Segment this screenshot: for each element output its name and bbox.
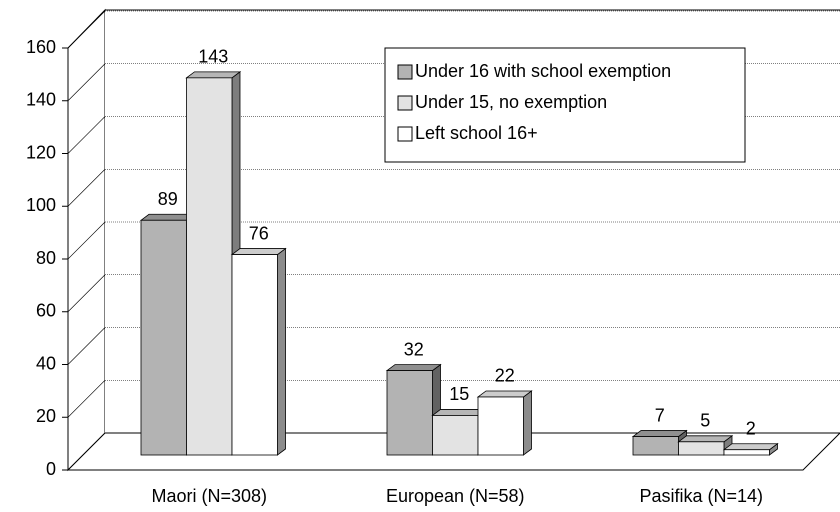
grid-line — [67, 169, 106, 207]
bar — [230, 247, 287, 456]
y-tick-label: 0 — [46, 459, 56, 479]
y-tick-label: 20 — [36, 406, 56, 426]
bar — [476, 390, 533, 456]
bar-top — [722, 443, 779, 451]
legend-swatch — [397, 64, 413, 80]
legend-swatch — [397, 126, 413, 142]
legend: Under 16 with school exemption Under 15, … — [384, 47, 746, 163]
y-tick-label: 120 — [26, 142, 56, 162]
data-label: 2 — [746, 418, 756, 438]
legend-box — [384, 47, 746, 163]
y-tick-label: 40 — [36, 353, 56, 373]
bar-front — [140, 219, 187, 456]
grid-line — [67, 327, 106, 365]
data-label: 22 — [495, 366, 515, 386]
y-tick-label: 160 — [26, 37, 56, 57]
y-tick-label: 140 — [26, 90, 56, 110]
bar-top — [677, 435, 734, 443]
grid-line — [67, 63, 106, 101]
legend-label: Under 15, no exemption — [415, 92, 607, 112]
bar-front — [231, 254, 278, 456]
data-label: 7 — [655, 405, 665, 425]
grid-line — [67, 10, 106, 49]
x-tick-label: European (N=58) — [386, 486, 525, 506]
x-tick-label: Pasifika (N=14) — [639, 486, 763, 506]
grid-line — [67, 380, 106, 418]
bar-top — [185, 71, 242, 79]
bar-front — [186, 77, 233, 456]
data-label: 89 — [158, 189, 178, 209]
bar — [722, 442, 779, 456]
data-label: 76 — [249, 223, 269, 243]
bar-top — [385, 364, 442, 372]
grid-line — [67, 274, 106, 312]
bar-front — [386, 370, 433, 456]
bar-front — [477, 396, 524, 456]
bar-front — [723, 449, 770, 456]
grid-line — [67, 116, 106, 154]
bar-top — [230, 248, 287, 255]
bar-top — [631, 430, 688, 437]
data-label: 143 — [198, 47, 228, 67]
grid-line — [67, 221, 106, 260]
x-tick-label: Maori (N=308) — [151, 486, 267, 506]
y-tick-label: 60 — [36, 301, 56, 321]
legend-label: Left school 16+ — [415, 123, 538, 143]
bar — [385, 363, 442, 456]
y-tick-label: 80 — [36, 248, 56, 268]
left-wall — [67, 8, 106, 472]
data-label: 32 — [404, 339, 424, 359]
bar-side — [277, 247, 286, 456]
data-label: 15 — [449, 384, 469, 404]
y-tick-label: 100 — [26, 195, 56, 215]
bar-front — [432, 415, 479, 456]
bar-front — [678, 441, 725, 456]
legend-label: Under 16 with school exemption — [415, 61, 671, 81]
bar-side — [523, 390, 532, 456]
data-label: 5 — [700, 411, 710, 431]
bar-front — [632, 436, 679, 456]
bar-top — [476, 390, 533, 398]
legend-swatch — [397, 95, 413, 111]
